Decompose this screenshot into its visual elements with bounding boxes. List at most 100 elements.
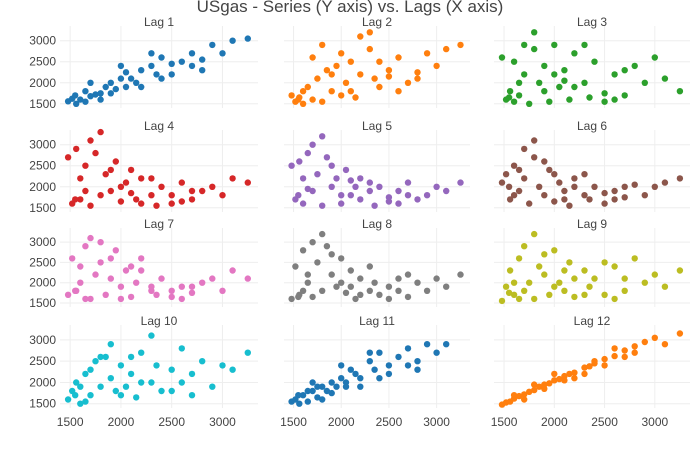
data-point <box>591 358 598 365</box>
data-point <box>505 183 513 190</box>
data-point <box>314 259 321 266</box>
data-point <box>621 67 628 74</box>
data-point <box>138 255 145 262</box>
data-point <box>347 177 354 184</box>
data-point <box>571 293 578 301</box>
data-point <box>148 62 155 70</box>
data-point <box>199 279 206 286</box>
data-point <box>333 383 340 390</box>
data-point <box>515 392 523 400</box>
data-point <box>581 192 588 199</box>
y-tick-label: 3000 <box>29 333 56 347</box>
data-point <box>531 154 538 161</box>
data-point <box>611 96 618 103</box>
data-point <box>366 179 373 186</box>
data-point <box>138 83 145 91</box>
data-point <box>357 375 364 382</box>
data-point <box>433 183 440 190</box>
data-point <box>133 394 140 401</box>
data-point <box>296 158 303 165</box>
data-point <box>414 69 421 76</box>
data-point <box>188 283 196 290</box>
data-point <box>357 33 364 40</box>
data-point <box>72 392 79 399</box>
data-point <box>347 58 354 65</box>
panel-lag-12: Lag 12 1500 2000 2500 3000 <box>491 314 690 429</box>
data-point <box>122 69 130 76</box>
data-point <box>309 387 316 395</box>
data-point <box>77 279 84 286</box>
data-point <box>404 362 412 369</box>
data-point <box>288 92 295 99</box>
data-point <box>97 259 104 266</box>
data-point <box>117 198 125 205</box>
data-point <box>138 67 145 74</box>
data-point <box>566 370 573 378</box>
data-point <box>127 293 135 301</box>
data-point <box>209 183 216 190</box>
data-point <box>328 379 335 386</box>
data-point <box>117 362 125 369</box>
data-point <box>138 379 145 386</box>
data-point <box>651 183 658 190</box>
data-point <box>209 41 216 49</box>
data-point <box>333 175 340 182</box>
data-point <box>319 41 326 49</box>
data-point <box>122 83 130 91</box>
data-point <box>357 71 364 78</box>
data-point <box>443 341 450 348</box>
data-point <box>561 187 568 195</box>
data-point <box>219 362 226 369</box>
data-point <box>304 279 311 286</box>
data-point <box>561 196 568 203</box>
data-point <box>371 366 378 373</box>
data-point <box>77 263 84 270</box>
panel-label: Lag 4 <box>144 119 174 133</box>
data-point <box>571 83 578 91</box>
data-point <box>526 100 533 108</box>
data-point <box>127 166 135 174</box>
data-point <box>521 287 528 294</box>
x-tick-label: 2000 <box>108 415 135 429</box>
data-point <box>82 187 89 195</box>
data-point <box>219 192 226 199</box>
data-point <box>661 75 669 82</box>
data-point <box>188 392 196 399</box>
panel-lag-2: Lag 2 <box>284 15 470 108</box>
data-point <box>178 379 185 386</box>
data-point <box>611 345 618 352</box>
data-point <box>376 349 383 356</box>
data-point <box>591 275 598 282</box>
data-point <box>621 287 628 294</box>
data-point <box>505 94 513 101</box>
data-point <box>611 352 618 360</box>
data-point <box>551 247 558 254</box>
panel-lag-8: Lag 8 <box>284 217 470 307</box>
data-point <box>531 230 538 238</box>
data-point <box>97 353 104 361</box>
data-point <box>188 187 196 195</box>
y-tick-label: 1500 <box>29 97 56 111</box>
data-point <box>423 341 431 348</box>
data-point <box>546 166 553 174</box>
data-point <box>536 263 543 270</box>
data-point <box>631 62 638 70</box>
panel-lag-5: Lag 5 <box>284 119 470 212</box>
data-point <box>73 379 80 386</box>
data-point <box>357 275 364 282</box>
data-point <box>601 98 608 105</box>
data-point <box>457 271 464 278</box>
data-point <box>148 379 155 386</box>
data-point <box>521 396 528 403</box>
data-point <box>72 287 79 294</box>
data-point <box>352 295 359 303</box>
data-point <box>117 183 125 190</box>
data-point <box>347 192 354 199</box>
data-point <box>366 29 373 36</box>
data-point <box>510 392 518 399</box>
data-point <box>77 175 84 182</box>
data-point <box>581 267 588 274</box>
y-tick-label: 2000 <box>29 76 56 90</box>
panel-label: Lag 6 <box>577 119 607 133</box>
data-point <box>376 83 383 91</box>
